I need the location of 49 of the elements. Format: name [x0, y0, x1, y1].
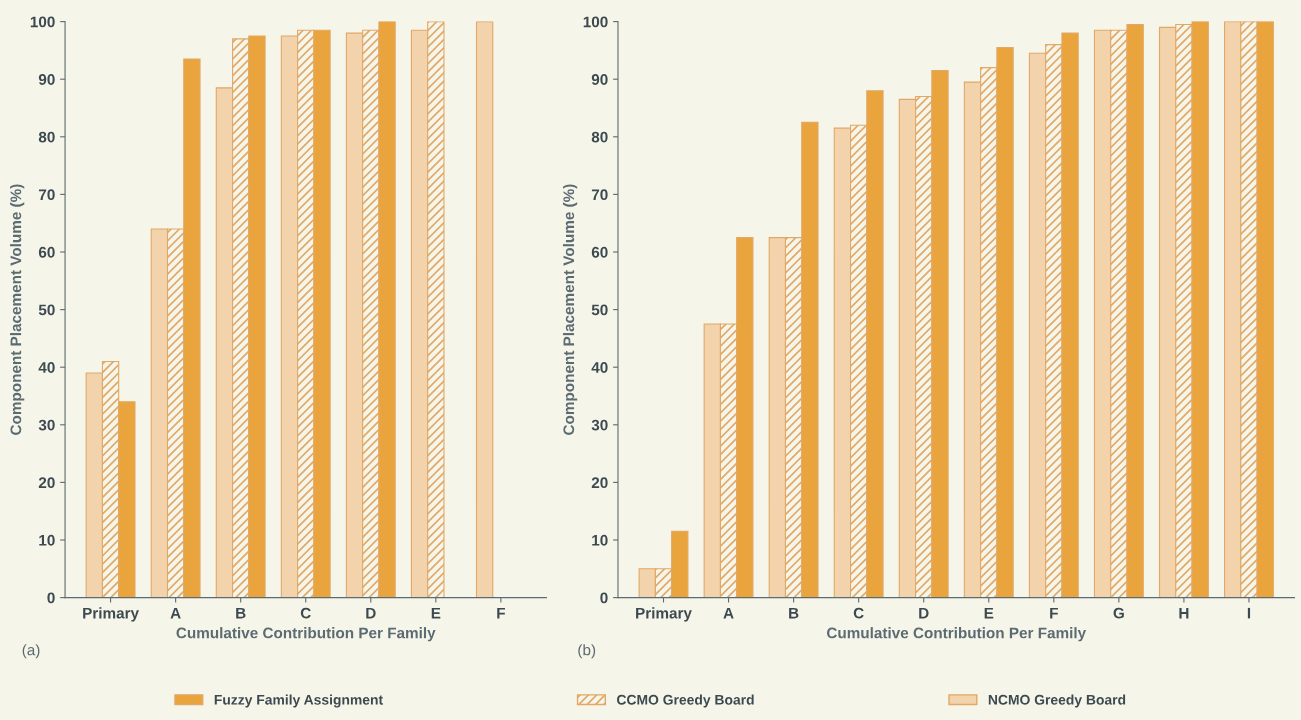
x-tick-label: F: [1050, 607, 1058, 619]
y-tick-label: 0: [600, 592, 608, 604]
x-tick-label: B: [236, 607, 246, 619]
y-tick-label: 0: [47, 592, 55, 604]
x-axis-title: Cumulative Contribution Per Family: [176, 627, 436, 642]
x-tick-label: A: [170, 607, 181, 619]
x-tick-label: G: [1113, 607, 1124, 619]
x-tick-label: E: [984, 607, 994, 619]
legend-label: Fuzzy Family Assignment: [214, 694, 383, 708]
y-tick-label: 100: [583, 16, 608, 28]
y-tick-label: 50: [591, 304, 608, 316]
y-tick-label: 60: [591, 246, 608, 258]
y-tick-label: 40: [38, 362, 55, 373]
y-tick-label: 30: [591, 419, 608, 431]
y-tick-label: 90: [38, 74, 55, 85]
y-tick-label: 50: [38, 304, 55, 316]
x-tick-label: F: [497, 607, 505, 619]
legend-label: NCMO Greedy Board: [988, 694, 1126, 708]
x-tick-label: H: [1179, 607, 1189, 619]
text: (b): [578, 644, 596, 659]
y-tick-label: 30: [38, 419, 55, 431]
y-tick-label: 40: [591, 362, 608, 373]
x-tick-label: D: [366, 607, 376, 619]
y-tick-label: 100: [30, 16, 55, 28]
x-tick-label: D: [919, 607, 929, 619]
y-tick-label: 20: [591, 477, 608, 489]
y-tick-label: 10: [592, 534, 608, 546]
x-tick-label: E: [431, 607, 441, 619]
y-tick-label: 70: [38, 189, 55, 201]
y-tick-label: 20: [38, 477, 55, 489]
y-tick-label: 10: [39, 534, 55, 546]
x-tick-label: C: [853, 607, 864, 619]
y-tick-label: 60: [38, 246, 55, 258]
y-tick-label: 80: [591, 131, 608, 143]
y-axis-title: Component Placement Volume (%): [562, 184, 578, 435]
y-axis-title: Component Placement Volume (%): [10, 184, 25, 435]
x-axis-title: Cumulative Contribution Per Family: [826, 627, 1087, 642]
x-tick-label: C: [300, 607, 311, 619]
legend-label: CCMO Greedy Board: [617, 694, 754, 708]
y-tick-label: 80: [38, 131, 55, 143]
y-tick-label: 70: [591, 189, 608, 201]
x-tick-label: B: [789, 607, 799, 619]
x-tick-label: Primary: [83, 607, 139, 622]
text: (a): [22, 644, 40, 659]
x-tick-label: A: [723, 607, 734, 619]
y-tick-label: 90: [591, 74, 608, 85]
x-tick-label: Primary: [636, 607, 692, 622]
bar: [475, 21, 494, 598]
x-tick-label: I: [1247, 607, 1251, 619]
